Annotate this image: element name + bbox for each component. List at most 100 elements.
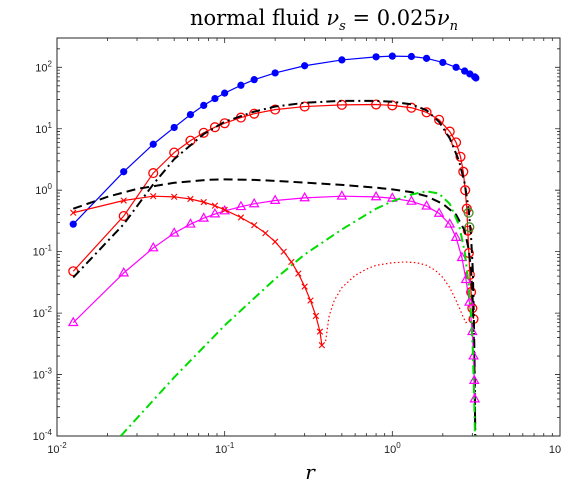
data-point [280, 248, 287, 255]
chart-title: normal fluid νs = 0.025νn [190, 6, 458, 34]
y-tick-label: 10-2 [33, 305, 53, 320]
series-line [72, 103, 475, 320]
data-point [69, 220, 77, 228]
data-point [120, 197, 127, 204]
series-8 [463, 207, 475, 233]
data-point [149, 140, 157, 148]
y-tick-label: 101 [35, 121, 52, 136]
data-point [67, 316, 79, 327]
data-point [338, 56, 346, 64]
data-point [388, 52, 396, 60]
data-point [221, 89, 229, 97]
data-point [68, 266, 79, 277]
data-point [237, 214, 245, 221]
series-2 [72, 99, 477, 436]
data-point [463, 207, 474, 218]
series-line [73, 195, 323, 346]
data-point [307, 297, 314, 304]
data-point [468, 374, 480, 384]
data-point [452, 63, 460, 71]
data-point [221, 206, 228, 213]
data-point [185, 218, 196, 228]
data-point [336, 190, 348, 200]
data-point [464, 222, 475, 233]
data-point [209, 207, 221, 218]
data-point [235, 200, 247, 211]
data-point [371, 99, 382, 110]
data-point [450, 231, 462, 241]
data-point [168, 227, 180, 237]
data-point [460, 185, 471, 196]
data-point [262, 229, 269, 237]
series-layer [67, 52, 481, 436]
data-point [211, 94, 219, 103]
data-point [439, 58, 447, 67]
data-point [472, 74, 480, 82]
data-point [451, 137, 462, 148]
series-7 [120, 190, 476, 436]
data-point [150, 192, 157, 200]
y-tick-label: 10-3 [33, 367, 53, 382]
data-point [301, 62, 309, 70]
y-tick-label: 10-4 [33, 428, 53, 443]
data-point [170, 123, 178, 132]
x-tick-labels: 10-2 10-1 100 10 [47, 441, 561, 456]
data-point [118, 266, 130, 277]
data-point [200, 101, 208, 110]
series-3 [72, 178, 477, 436]
data-point [372, 53, 380, 61]
data-point [198, 127, 209, 138]
data-point [301, 283, 308, 290]
data-point [406, 102, 417, 113]
data-point [299, 191, 311, 202]
data-point [270, 104, 281, 115]
data-point [269, 194, 281, 204]
data-point [250, 76, 258, 84]
data-point [455, 151, 466, 162]
data-point [421, 200, 432, 210]
series-5 [70, 192, 326, 349]
data-point [171, 193, 178, 201]
data-point [464, 296, 475, 306]
series-line [120, 190, 476, 436]
axis-ticks [56, 37, 561, 437]
y-tick-label: 102 [35, 59, 52, 74]
data-point [387, 100, 398, 111]
x-tick-label: 100 [384, 441, 401, 456]
series-line [72, 178, 477, 436]
y-tick-labels: 10-4 10-3 10-2 10-1 100 101 102 [33, 59, 53, 443]
data-point [456, 251, 468, 262]
series-line [72, 195, 476, 400]
data-point [318, 342, 326, 349]
data-point [336, 99, 347, 110]
data-point [248, 197, 260, 208]
data-point [299, 101, 310, 112]
series-0 [69, 52, 480, 228]
data-point [251, 221, 258, 229]
data-point [120, 168, 128, 176]
data-point [186, 111, 195, 119]
data-point [148, 168, 159, 179]
y-tick-label: 10-1 [33, 244, 53, 259]
data-point [209, 122, 220, 133]
data-point [444, 218, 456, 228]
data-point [237, 81, 245, 89]
data-point [433, 207, 445, 217]
y-tick-label: 100 [35, 182, 52, 197]
data-point [271, 238, 279, 245]
data-point [70, 209, 77, 216]
x-tick-label: 10 [549, 444, 561, 456]
x-tick-label: 10-1 [215, 441, 235, 456]
data-point [444, 126, 455, 137]
series-4 [67, 190, 481, 403]
data-point [312, 312, 320, 320]
series-line [72, 99, 477, 436]
data-point [288, 258, 295, 266]
data-point [407, 52, 416, 61]
data-point [147, 241, 159, 252]
data-point [422, 54, 431, 62]
series-6 [325, 261, 474, 342]
data-point [219, 204, 231, 215]
data-point [249, 108, 260, 119]
